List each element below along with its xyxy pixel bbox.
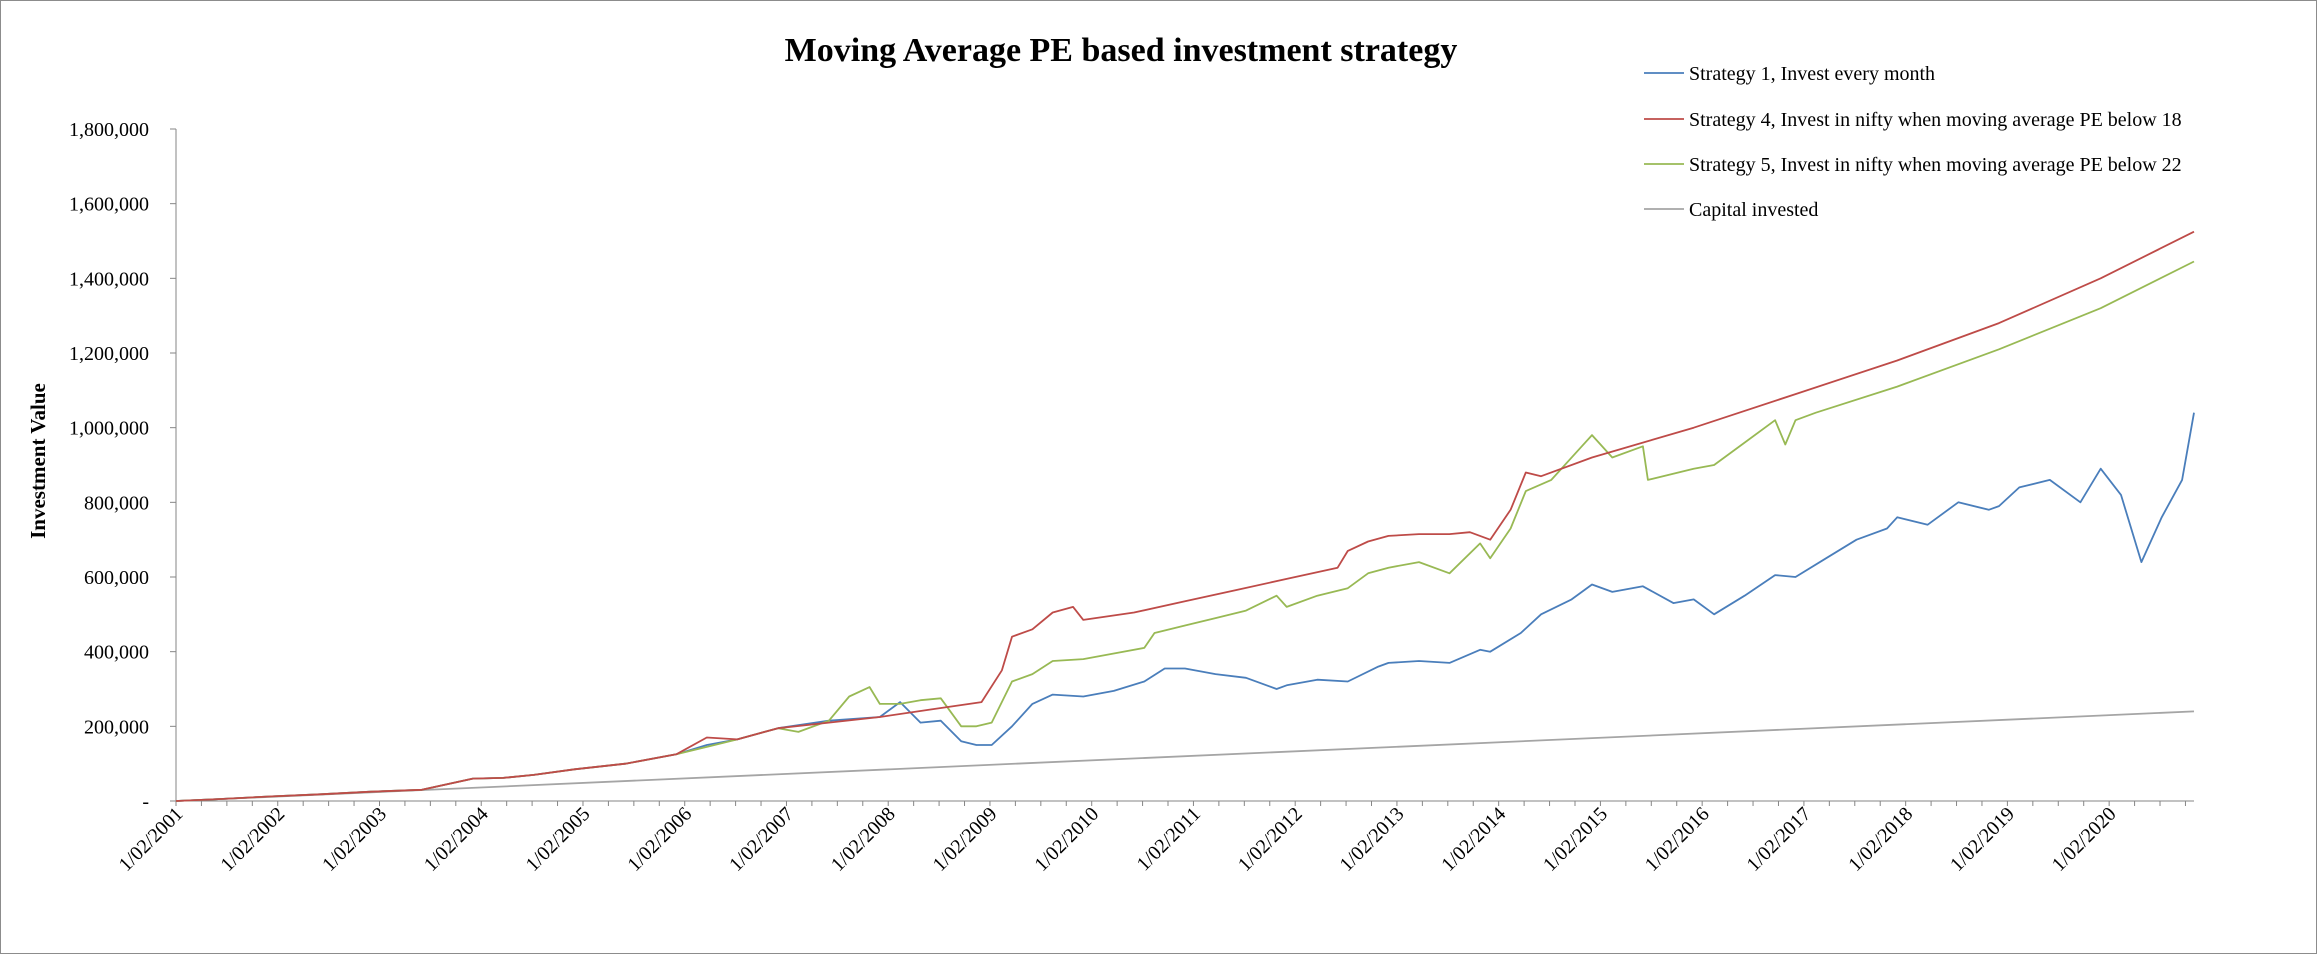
legend-label: Strategy 4, Invest in nifty when moving … [1689,109,2182,131]
axes: - 200,000 400,000 600,000 800,000 1,000,000 1,… [69,119,2194,876]
y-tick-label: 1,200,000 [69,343,149,365]
y-tick-label: 600,000 [84,567,149,589]
legend-label: Capital invested [1689,199,1818,221]
x-tick-label: 1/02/2007 [725,803,798,876]
x-tick-label: 1/02/2004 [420,803,493,876]
y-tick-label: 800,000 [84,492,149,514]
legend-label: Strategy 5, Invest in nifty when moving … [1689,154,2182,176]
y-tick-label: 400,000 [84,642,149,664]
x-tick-label: 1/02/2010 [1030,803,1103,876]
x-tick-label: 1/02/2001 [115,803,188,876]
x-tick-label: 1/02/2017 [1743,803,1816,876]
series-line-4 [175,710,2195,802]
y-tick-label: 1,400,000 [69,268,149,290]
x-tick-label: 1/02/2013 [1336,803,1409,876]
x-tick-label: 1/02/2015 [1539,803,1612,876]
series-line-3 [175,260,2195,802]
series-line-2 [175,230,2195,802]
legend: Strategy 1, Invest every month Strategy 4… [1644,63,2182,221]
x-tick-label: 1/02/2002 [216,803,289,876]
x-tick-label: 1/02/2011 [1133,803,1205,875]
y-tick-label: 1,600,000 [69,194,149,216]
y-tick-label: 1,800,000 [69,119,149,141]
y-axis-label: Investment Value [26,383,50,539]
series-layer [175,230,2195,802]
legend-label: Strategy 1, Invest every month [1689,63,1935,85]
x-tick-label: 1/02/2006 [623,803,696,876]
chart-title: Moving Average PE based investment strat… [785,32,1458,69]
x-tick-label: 1/02/2020 [2048,803,2121,876]
x-tick-label: 1/02/2019 [1946,803,2019,876]
x-tick-label: 1/02/2016 [1641,803,1714,876]
x-tick-label: 1/02/2003 [318,803,391,876]
x-tick-label: 1/02/2018 [1844,803,1917,876]
x-tick-label: 1/02/2005 [522,803,595,876]
x-tick-label: 1/02/2009 [929,803,1002,876]
y-tick-label: 1,000,000 [69,418,149,440]
x-tick-label: 1/02/2008 [827,803,900,876]
x-tick-label: 1/02/2014 [1437,803,1510,876]
series-line-1 [175,412,2195,802]
y-tick-label: - [142,791,149,813]
x-tick-label: 1/02/2012 [1234,803,1307,876]
y-tick-label: 200,000 [84,716,149,738]
